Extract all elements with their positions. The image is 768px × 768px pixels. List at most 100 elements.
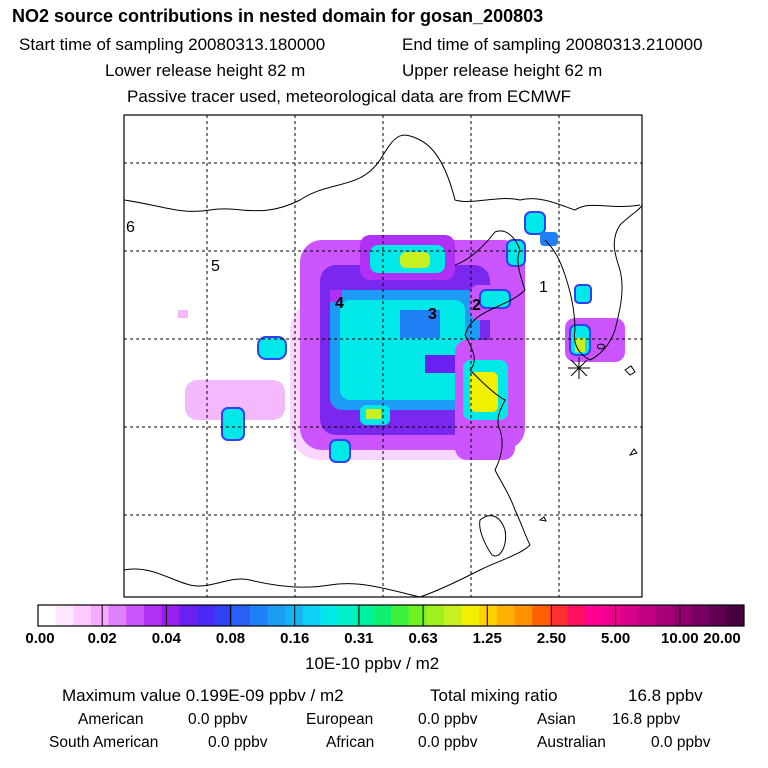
colorbar-cell — [532, 605, 551, 626]
colorbar-separators — [37, 605, 745, 626]
colorbar-cell — [585, 605, 604, 626]
colorbar-tick-label: 0.31 — [344, 630, 374, 647]
colorbar-cell — [73, 605, 92, 626]
colorbar-tick-label: 0.04 — [151, 630, 181, 647]
region-name-african: African — [326, 734, 375, 751]
colorbar-cell — [673, 605, 692, 626]
end-time-label: End time of sampling 20080313.210000 — [402, 35, 703, 54]
colorbar-cell — [496, 605, 516, 626]
colorbar-cell — [108, 605, 127, 626]
colorbar-cell — [461, 605, 480, 626]
plume-violet-patch — [425, 355, 455, 373]
total-mixing-label: Total mixing ratio — [430, 686, 558, 705]
region-value-south-american: 0.0 ppbv — [208, 734, 268, 751]
colorbar-tick-label: 2.50 — [536, 630, 567, 647]
colorbar-cell — [408, 605, 427, 626]
plume-korea-east — [540, 232, 558, 246]
colorbar-cell — [708, 605, 727, 626]
plume-korea-north — [524, 211, 546, 235]
coast-korea — [544, 204, 643, 361]
colorbar-cell — [620, 605, 639, 626]
coast-east-china — [419, 369, 531, 598]
region-name-south-american: South American — [49, 734, 159, 751]
plume-liaodong — [506, 239, 526, 267]
colorbar-cell — [726, 605, 745, 626]
region-value-african: 0.0 ppbv — [418, 734, 478, 751]
region-value-american: 0.0 ppbv — [188, 711, 248, 728]
region-value-australian: 0.0 ppbv — [651, 734, 711, 751]
region-name-australian: Australian — [537, 734, 606, 751]
upper-release-label: Upper release height 62 m — [402, 61, 603, 80]
plume-layer — [178, 211, 625, 463]
total-mixing-value: 16.8 ppbv — [628, 686, 703, 705]
colorbar-cell — [355, 605, 374, 626]
island-jeju — [597, 343, 605, 350]
colorbar-tick-label: 0.00 — [25, 630, 55, 647]
colorbar-cell — [302, 605, 321, 626]
colorbar-cell — [426, 605, 445, 626]
start-time-label: Start time of sampling 20080313.180000 — [19, 35, 326, 54]
plume-small-west — [178, 310, 188, 318]
colorbar-cell — [196, 605, 215, 626]
colorbar-cell — [443, 605, 463, 626]
plot-frame — [123, 114, 643, 598]
colorbar-tick-label: 5.00 — [601, 630, 631, 647]
colorbar-cell — [267, 605, 286, 626]
coast-taiwan — [479, 515, 507, 557]
region-labels: 1 2 3 4 5 6 — [126, 219, 548, 323]
tracer-label: Passive tracer used, meteorological data… — [127, 87, 572, 106]
colorbar-tick-label: 10.00 — [661, 630, 699, 647]
border-south — [123, 568, 421, 598]
colorbar-cells — [38, 605, 745, 626]
colorbar-cell — [179, 605, 198, 626]
colorbar-cell — [143, 605, 163, 626]
colorbar-cell — [249, 605, 268, 626]
plume-far-west-blob — [221, 407, 245, 441]
lower-release-label: Lower release height 82 m — [105, 61, 306, 80]
colorbar-cell — [514, 605, 533, 626]
region-label-5: 5 — [211, 258, 220, 275]
coast-bohai — [454, 230, 526, 371]
colorbar-cell — [55, 605, 74, 626]
plume-north-yellow — [400, 252, 430, 268]
region-name-european: European — [306, 711, 374, 728]
grid-layer — [124, 115, 642, 597]
colorbar-cell — [655, 605, 674, 626]
plume-southwest-yellow — [366, 409, 381, 419]
island-japan-small — [538, 365, 638, 522]
plume-blue-patch — [400, 310, 440, 338]
region-label-6: 6 — [126, 219, 135, 236]
plume-korea-coast — [574, 284, 592, 304]
colorbar-tick-label: 0.08 — [215, 630, 246, 647]
colorbar-unit: 10E-10 ppbv / m2 — [305, 654, 440, 673]
colorbar-cell — [638, 605, 657, 626]
colorbar-cell — [373, 605, 392, 626]
max-value-label: Maximum value 0.199E-09 ppbv / m2 — [62, 686, 344, 705]
colorbar-cell — [691, 605, 710, 626]
colorbar-cell — [38, 605, 57, 626]
colorbar-cell — [320, 605, 339, 626]
border-north — [123, 134, 641, 212]
colorbar-cell — [214, 605, 233, 626]
colorbar-cell — [232, 605, 251, 626]
plume-magenta-west — [185, 380, 285, 420]
colorbar-tick-label: 0.02 — [87, 630, 117, 647]
plume-small-north — [330, 290, 342, 302]
region-label-1: 1 — [539, 279, 548, 296]
colorbar-tick-label: 0.63 — [408, 630, 438, 647]
colorbar-cell — [338, 605, 357, 626]
colorbar-cell — [161, 605, 180, 626]
region-label-3: 3 — [428, 306, 437, 323]
colorbar-cell — [126, 605, 145, 626]
region-label-2: 2 — [472, 297, 481, 314]
colorbar-tick-label: 20.00 — [703, 630, 741, 647]
colorbar-tick-label: 1.25 — [472, 630, 502, 647]
coastline-layer — [123, 134, 643, 598]
colorbar-cell — [479, 605, 498, 626]
receptor-star-icon — [568, 357, 590, 379]
colorbar-frame — [37, 604, 745, 627]
colorbar-tick-label: 0.16 — [280, 630, 310, 647]
plume-coast-yellow — [470, 372, 498, 412]
